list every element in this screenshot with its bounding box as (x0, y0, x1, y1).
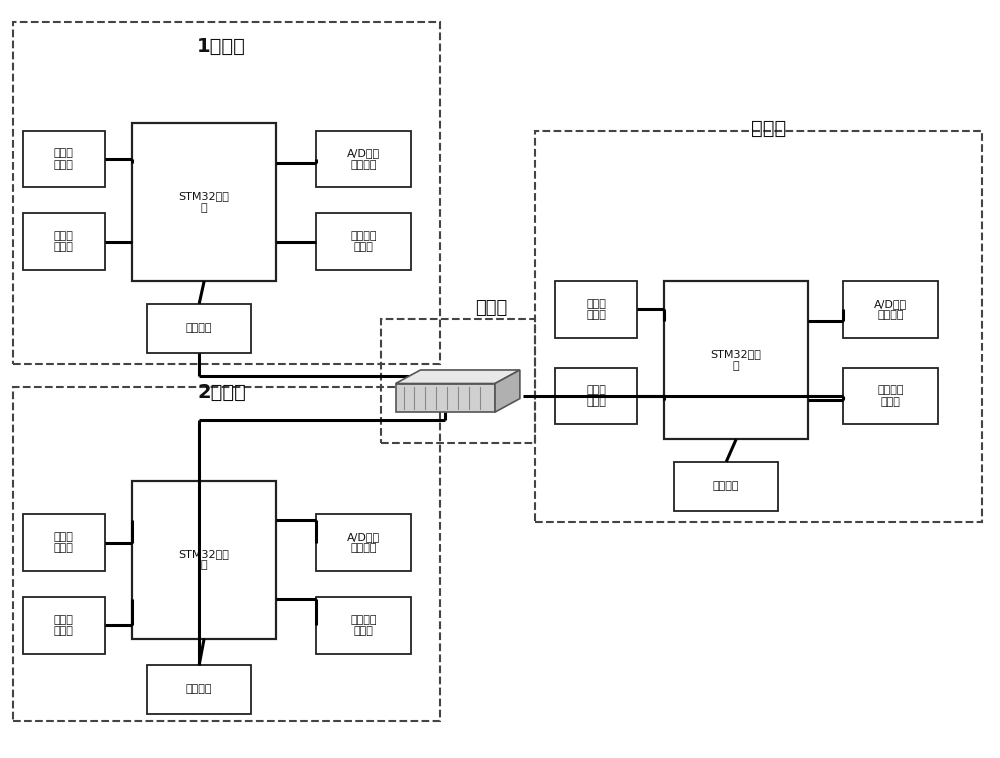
Text: A/D信号
采集电路: A/D信号 采集电路 (347, 532, 380, 553)
Bar (23, 597, 105, 653)
Text: 以太网收
发电路: 以太网收 发电路 (877, 385, 904, 407)
Bar (674, 462, 778, 511)
Bar (555, 368, 637, 424)
Bar (843, 281, 938, 337)
Bar (23, 130, 105, 187)
Bar (843, 368, 938, 424)
Text: 2号节点: 2号节点 (197, 383, 246, 402)
Text: 稳压电
源电路: 稳压电 源电路 (54, 148, 74, 170)
Bar (316, 214, 411, 270)
Bar (316, 130, 411, 187)
Bar (147, 304, 251, 352)
Bar (13, 21, 440, 364)
Text: 稳压电
源电路: 稳压电 源电路 (54, 532, 74, 553)
Text: STM32控制
器: STM32控制 器 (179, 191, 230, 213)
Text: 以太网收
发电路: 以太网收 发电路 (350, 615, 377, 636)
Text: 交换机: 交换机 (475, 299, 507, 317)
Bar (147, 665, 251, 714)
Bar (316, 515, 411, 571)
Text: 高边驱
动电路: 高边驱 动电路 (586, 385, 606, 407)
Polygon shape (495, 370, 520, 412)
Text: 隔离电路: 隔离电路 (186, 323, 212, 334)
Text: 以太网收
发电路: 以太网收 发电路 (350, 231, 377, 252)
Bar (23, 515, 105, 571)
Bar (13, 387, 440, 722)
Bar (664, 281, 808, 439)
Polygon shape (396, 370, 520, 384)
Text: 隔离电路: 隔离电路 (186, 684, 212, 694)
Bar (535, 130, 982, 522)
Bar (132, 123, 276, 281)
Text: A/D信号
采集电路: A/D信号 采集电路 (874, 299, 907, 320)
Bar (23, 214, 105, 270)
Text: A/D信号
采集电路: A/D信号 采集电路 (347, 148, 380, 170)
Bar (381, 319, 535, 443)
Text: 隔离电路: 隔离电路 (713, 481, 739, 491)
Text: 稳压电
源电路: 稳压电 源电路 (586, 299, 606, 320)
Text: STM32控制
器: STM32控制 器 (179, 549, 230, 570)
Bar (555, 281, 637, 337)
Text: STM32控制
器: STM32控制 器 (711, 349, 762, 371)
Bar (132, 481, 276, 638)
Polygon shape (396, 384, 495, 412)
Bar (316, 597, 411, 653)
Text: 高边驱
动电路: 高边驱 动电路 (54, 615, 74, 636)
Text: 主节点: 主节点 (751, 120, 786, 139)
Text: 高边驱
动电路: 高边驱 动电路 (54, 231, 74, 252)
Text: 1号节点: 1号节点 (197, 36, 246, 55)
